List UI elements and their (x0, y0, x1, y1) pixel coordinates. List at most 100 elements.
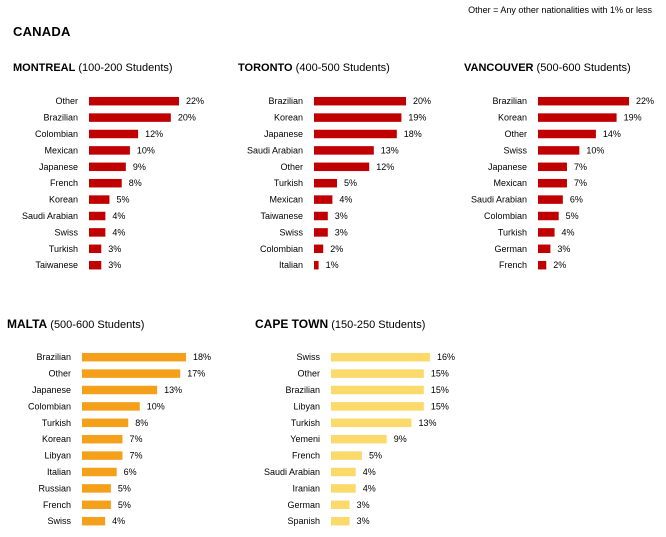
value-label: 4% (112, 516, 125, 526)
bar (89, 129, 139, 139)
bar (82, 369, 181, 378)
value-label: 3% (357, 500, 370, 510)
capetown-bar-chart: Swiss 16% Other 15% Brazilian 15% Libyan 15% Tur… (264, 352, 455, 526)
value-label: 5% (118, 500, 131, 510)
category-label: German (287, 500, 320, 510)
value-label: 3% (357, 516, 370, 526)
category-label: Japanese (39, 162, 78, 172)
value-label: 3% (108, 260, 121, 270)
bar (538, 178, 567, 188)
bar (331, 516, 350, 526)
category-label: Brazilian (268, 96, 303, 106)
malta-title: MALTA (500-600 Students) (7, 317, 144, 331)
value-label: 8% (135, 418, 148, 428)
bar (82, 418, 129, 428)
panel-detail: (100-200 Students) (78, 62, 173, 74)
value-label: 20% (178, 113, 196, 123)
bar (331, 418, 412, 428)
category-label: Japanese (488, 162, 527, 172)
bar (538, 96, 629, 106)
category-label: Korean (42, 434, 71, 444)
value-label: 7% (129, 434, 142, 444)
value-label: 9% (394, 434, 407, 444)
bar (331, 467, 356, 477)
value-label: 10% (586, 145, 604, 155)
value-label: 12% (376, 162, 394, 172)
bar (538, 260, 547, 270)
bar (89, 96, 179, 106)
category-label: Korean (274, 113, 303, 123)
bar (82, 500, 111, 510)
value-label: 17% (187, 369, 205, 379)
bar (331, 402, 424, 411)
bar (331, 385, 424, 395)
value-label: 5% (369, 451, 382, 461)
category-label: French (499, 260, 527, 270)
category-label: Turkish (291, 418, 320, 428)
panel-name: TORONTO (238, 62, 293, 74)
bar (314, 96, 406, 106)
value-label: 15% (431, 401, 449, 411)
bar (89, 260, 102, 270)
value-label: 8% (129, 178, 142, 188)
category-label: Brazilian (36, 352, 71, 362)
category-label: Colombian (35, 129, 78, 139)
bar (314, 244, 324, 254)
malta-bar-chart: Brazilian 18% Other 17% Japanese 13% Colombian… (28, 352, 211, 526)
value-label: 15% (431, 385, 449, 395)
bar (89, 228, 106, 237)
value-label: 6% (570, 195, 583, 205)
value-label: 20% (413, 96, 431, 106)
category-label: Korean (498, 113, 527, 123)
category-label: Saudi Arabian (22, 211, 78, 221)
category-label: Libyan (44, 451, 71, 461)
panel-detail: (400-500 Students) (295, 62, 390, 74)
bar (89, 146, 130, 155)
bar (89, 178, 122, 188)
bar (89, 162, 126, 172)
category-label: Spanish (287, 516, 320, 526)
bar (331, 500, 350, 510)
value-label: 6% (124, 467, 137, 477)
montreal-bar-chart: Other 22% Brazilian 20% Colombian 12% Mexican 1… (22, 96, 204, 270)
bar (82, 385, 158, 395)
value-label: 1% (326, 260, 339, 270)
category-label: Italian (279, 260, 303, 270)
bar (82, 451, 123, 460)
category-label: Other (48, 369, 71, 379)
value-label: 3% (335, 211, 348, 221)
category-label: Russian (38, 483, 71, 493)
category-label: Colombian (28, 401, 71, 411)
category-label: Japanese (32, 385, 71, 395)
value-label: 13% (381, 145, 399, 155)
value-label: 10% (147, 401, 165, 411)
value-label: 7% (574, 162, 587, 172)
category-label: Mexican (493, 178, 527, 188)
value-label: 5% (118, 483, 131, 493)
bar (82, 467, 117, 477)
category-label: Yemeni (290, 434, 320, 444)
category-label: Other (504, 129, 527, 139)
value-label: 13% (418, 418, 436, 428)
bar (538, 113, 617, 122)
value-label: 10% (137, 145, 155, 155)
category-label: Brazilian (43, 113, 78, 123)
panel-detail: (500-600 Students) (536, 62, 631, 74)
category-label: Turkish (42, 418, 71, 428)
bar (314, 195, 333, 204)
panel-name: VANCOUVER (464, 62, 534, 74)
category-label: Turkish (49, 244, 78, 254)
category-label: Mexican (269, 195, 303, 205)
category-label: Colombian (484, 211, 527, 221)
panel-name: CAPE TOWN (255, 317, 329, 331)
value-label: 22% (636, 96, 654, 106)
bar (331, 434, 387, 444)
category-label: French (50, 178, 78, 188)
bar (314, 211, 328, 221)
vancouver-title: VANCOUVER (500-600 Students) (464, 62, 631, 74)
bar (314, 113, 402, 122)
bar (538, 211, 559, 221)
value-label: 9% (133, 162, 146, 172)
value-label: 7% (574, 178, 587, 188)
category-label: Swiss (279, 227, 303, 237)
